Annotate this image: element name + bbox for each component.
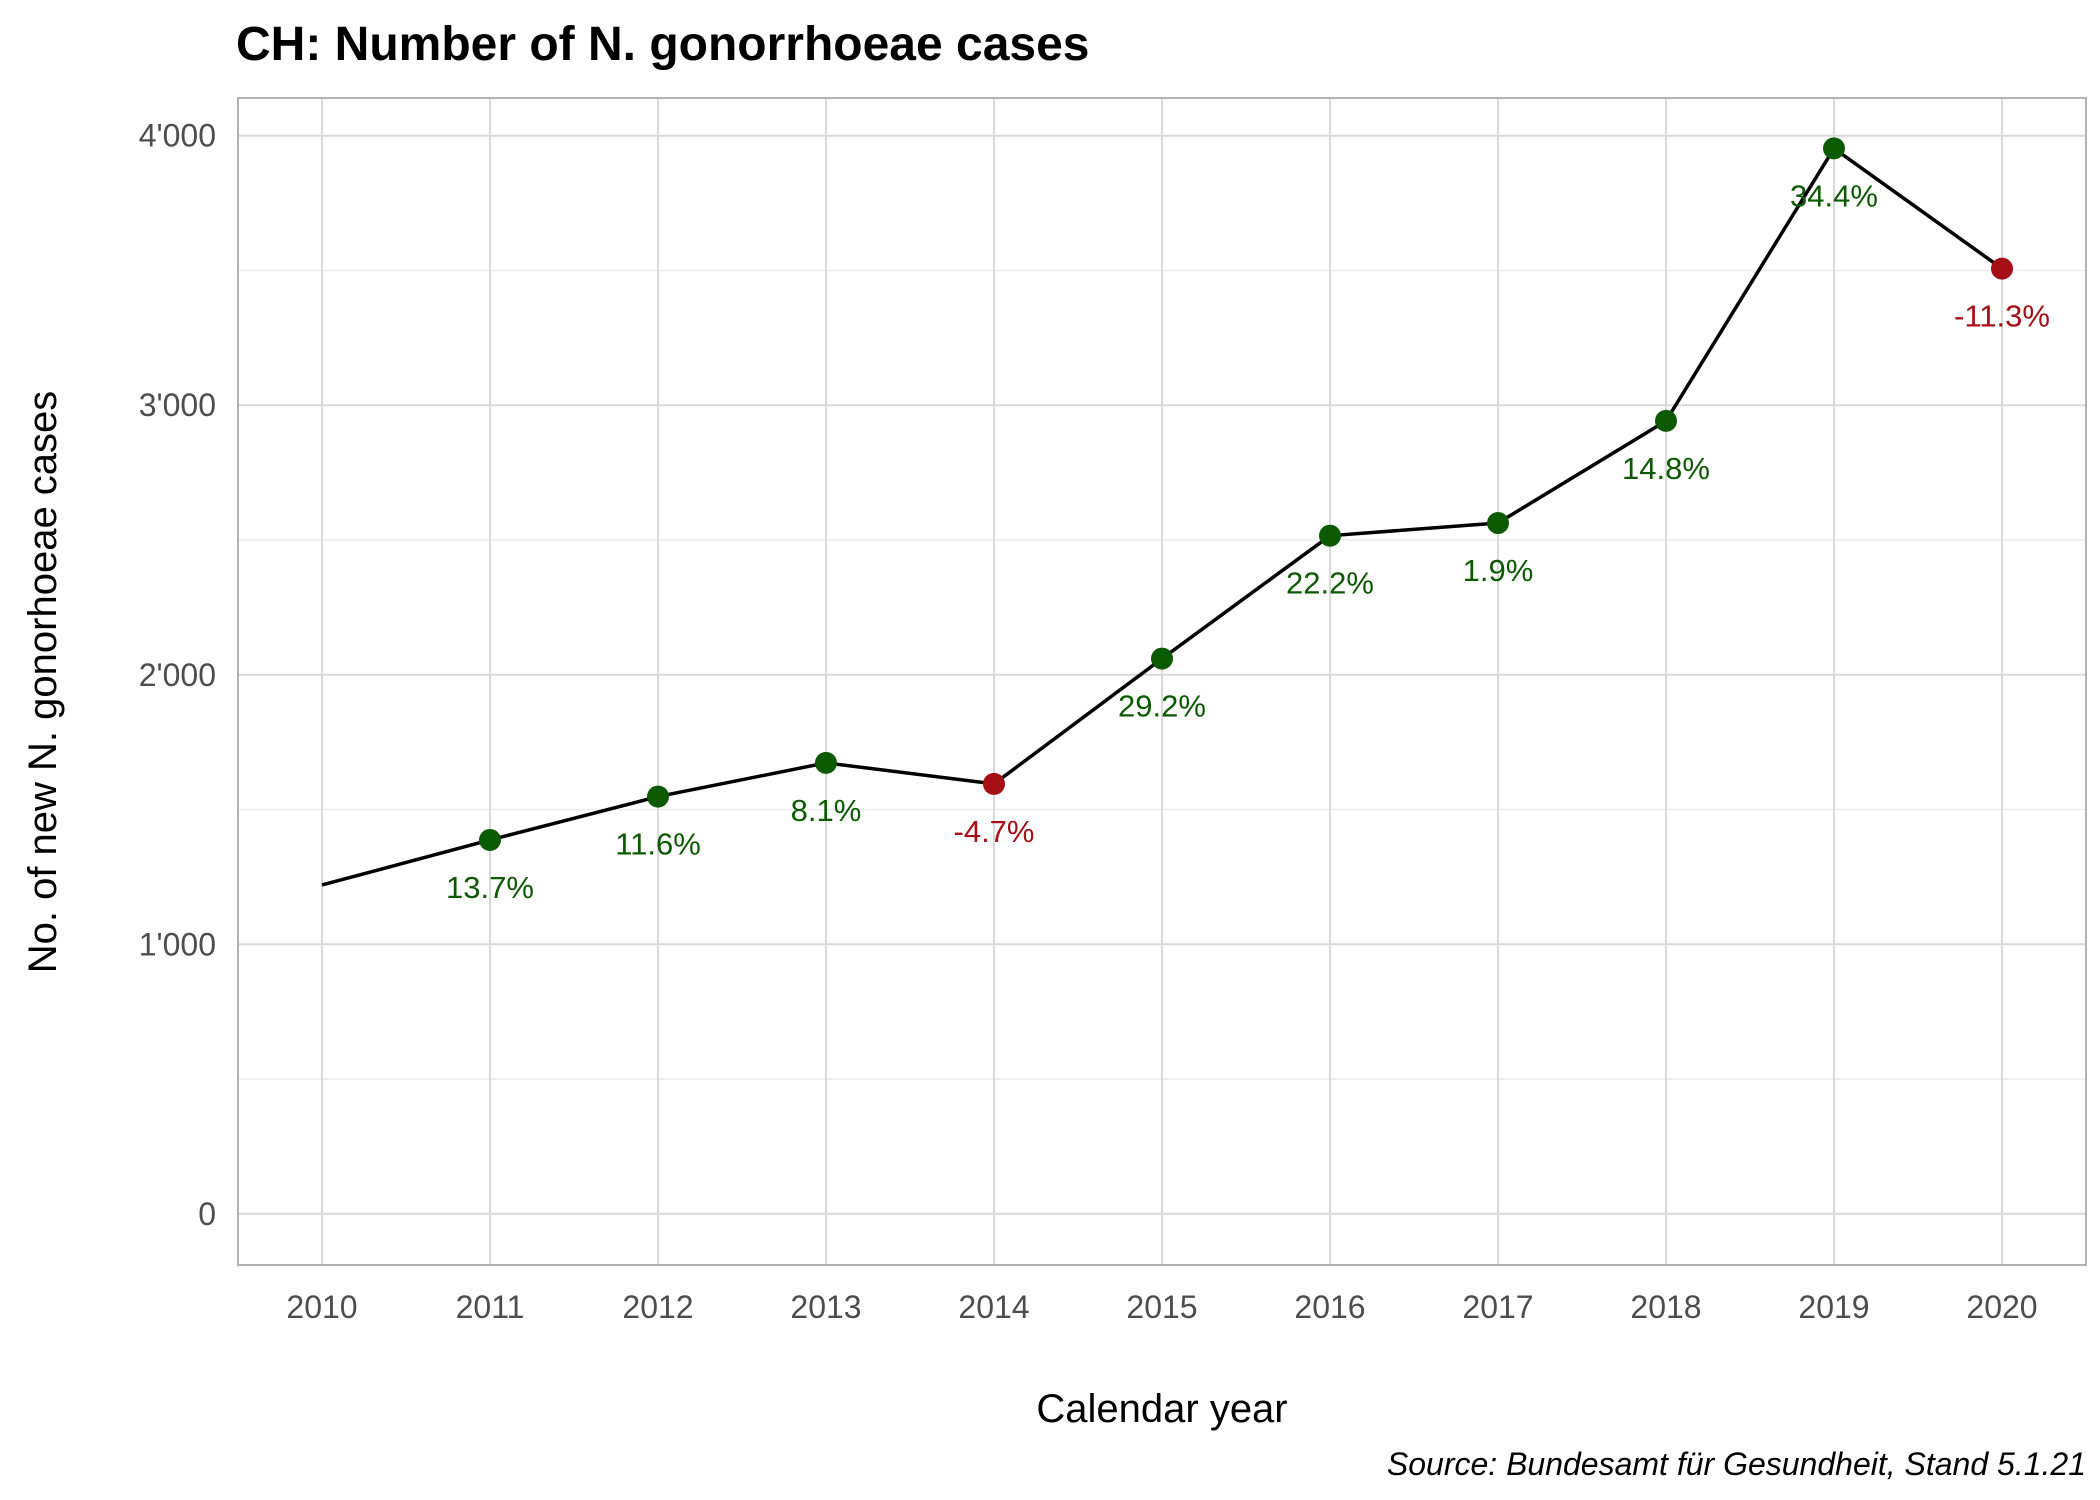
tick-labels: 2010 2011 2012 2013 2014 2015 2016 2017 2018 2019… (139, 118, 2038, 1325)
x-tick-label: 2014 (958, 1289, 1029, 1325)
y-tick-label: 2'000 (139, 657, 216, 693)
data-label: 14.8% (1622, 451, 1710, 486)
data-label: -11.3% (1954, 299, 2050, 334)
grid (238, 98, 2086, 1265)
data-point (815, 751, 837, 774)
x-tick-label: 2011 (456, 1289, 525, 1325)
y-tick-label: 4'000 (139, 118, 216, 154)
x-tick-label: 2013 (790, 1289, 861, 1325)
data-points (479, 137, 2013, 851)
data-label: 11.6% (615, 827, 701, 862)
data-point (983, 772, 1005, 795)
x-axis-title: Calendar year (1036, 1387, 1287, 1431)
x-tick-label: 2019 (1798, 1289, 1869, 1325)
data-point (479, 828, 501, 851)
data-point (647, 785, 669, 808)
data-point (1487, 512, 1509, 535)
x-tick-label: 2012 (622, 1289, 693, 1325)
y-tick-label: 0 (198, 1196, 216, 1232)
y-axis-title: No. of new N. gonorhoeae cases (21, 391, 65, 974)
data-label: 29.2% (1118, 689, 1206, 724)
x-tick-label: 2015 (1126, 1289, 1197, 1325)
y-tick-label: 3'000 (139, 387, 216, 423)
data-label: 8.1% (791, 793, 862, 828)
data-point (1823, 137, 1845, 160)
x-tick-label: 2016 (1294, 1289, 1365, 1325)
data-point (1991, 257, 2013, 280)
data-label: 34.4% (1790, 178, 1878, 213)
data-point (1319, 524, 1341, 547)
chart-title: CH: Number of N. gonorrhoeae cases (236, 18, 1090, 71)
data-label: -4.7% (954, 814, 1035, 849)
data-label: 1.9% (1463, 553, 1534, 588)
data-labels: 13.7% 11.6% 8.1% -4.7% 29.2% 22.2% 1.9% 14.8% 34… (446, 178, 2050, 905)
panel-border (237, 97, 2087, 1266)
data-label: 22.2% (1286, 566, 1374, 601)
x-tick-label: 2017 (1462, 1289, 1533, 1325)
data-point (1655, 409, 1677, 432)
x-tick-label: 2020 (1966, 1289, 2037, 1325)
source-caption: Source: Bundesamt für Gesundheit, Stand … (1387, 1446, 2086, 1482)
x-tick-label: 2018 (1630, 1289, 1701, 1325)
data-point (1151, 647, 1173, 670)
data-label: 13.7% (446, 870, 534, 905)
x-tick-label: 2010 (286, 1289, 357, 1325)
y-tick-label: 1'000 (139, 926, 216, 962)
